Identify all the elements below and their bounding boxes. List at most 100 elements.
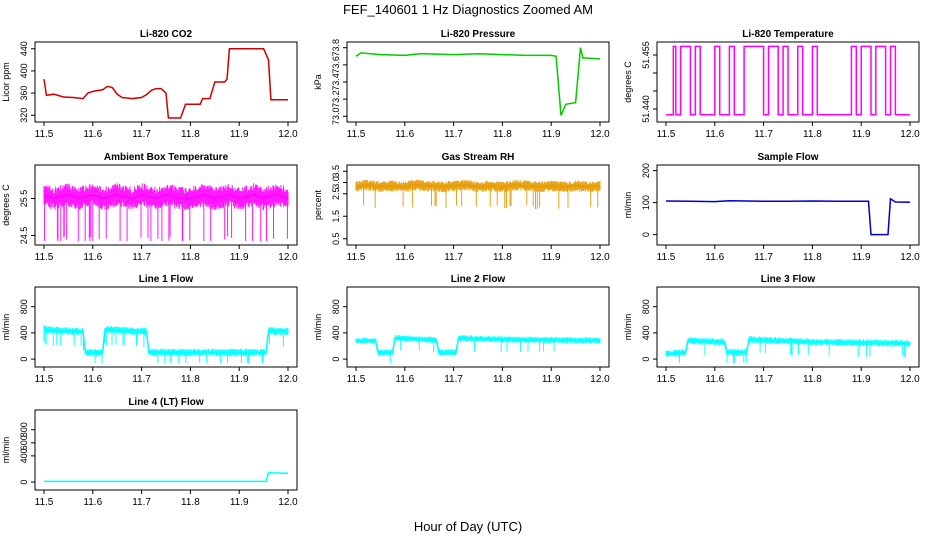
x-tick-label: 11.8: [803, 252, 822, 263]
y-tick-label: 800: [19, 299, 29, 314]
x-tick-label: 11.5: [35, 497, 54, 508]
panel-6: Sample Flow ml/min 11.5 11.6 11.7 11.8 11.9 12.…: [623, 152, 920, 263]
panel-title: Li-820 Temperature: [742, 29, 834, 40]
x-tick-label: 12.0: [900, 252, 920, 263]
panel-title: Sample Flow: [757, 152, 818, 163]
x-tick-label: 11.7: [444, 252, 463, 263]
x-tick-label: 11.6: [395, 252, 414, 263]
x-tick-label: 11.6: [705, 252, 724, 263]
x-tick-label: 11.7: [132, 497, 151, 508]
series-line: [43, 194, 289, 200]
panel-5: Gas Stream RH percent 11.5 11.6 11.7 11.8 11.9…: [313, 152, 610, 263]
y-tick-label: 0: [19, 480, 29, 485]
y-tick-label: 600: [19, 435, 29, 450]
x-tick-label: 11.9: [542, 252, 561, 263]
panel-10: Line 4 (LT) Flow ml/min 11.5 11.6 11.7 11.8 11…: [1, 397, 298, 508]
x-tick-label: 11.5: [347, 374, 366, 385]
panel-title: Li-820 Pressure: [441, 29, 516, 40]
y-tick-label: 1.5: [331, 210, 341, 223]
series-line: [43, 327, 289, 354]
x-tick-label: 12.0: [900, 129, 920, 140]
panel-title: Gas Stream RH: [442, 152, 515, 163]
y-tick-label: 320: [19, 108, 29, 123]
y-tick-label: 24.5: [19, 227, 29, 245]
plot-frame: [34, 409, 298, 491]
y-axis-label: ml/min: [623, 192, 633, 219]
y-tick-label: 200: [641, 163, 651, 178]
x-tick-label: 11.5: [347, 252, 366, 263]
y-axis-label: percent: [313, 189, 323, 220]
y-tick-label: 400: [641, 325, 651, 340]
x-tick-label: 11.8: [181, 497, 200, 508]
x-tick-label: 12.0: [590, 252, 610, 263]
y-tick-label: 0.5: [331, 232, 341, 245]
y-tick-label: 73.2: [331, 90, 341, 108]
series-line: [44, 471, 289, 483]
x-tick-label: 11.5: [35, 129, 54, 140]
series-line: [43, 48, 288, 119]
x-tick-label: 11.6: [395, 374, 414, 385]
series-line: [665, 338, 911, 355]
x-tick-label: 11.7: [132, 252, 151, 263]
y-tick-label: 73.0: [331, 108, 341, 126]
y-tick-label: 440: [19, 41, 29, 56]
x-tick-label: 11.7: [132, 374, 151, 385]
y-tick-label: 51.455: [641, 41, 651, 69]
x-tick-label: 12.0: [278, 129, 298, 140]
y-axis-label: ml/min: [1, 314, 11, 341]
x-tick-label: 11.6: [83, 374, 102, 385]
x-tick-label: 12.0: [278, 252, 298, 263]
y-tick-label: 100: [641, 195, 651, 210]
y-axis-label: ml/min: [623, 314, 633, 341]
x-tick-label: 11.8: [181, 374, 200, 385]
y-tick-label: 400: [19, 325, 29, 340]
x-tick-label: 12.0: [900, 374, 920, 385]
panel-title: Li-820 CO2: [140, 29, 193, 40]
panel-title: Line 1 Flow: [139, 274, 194, 285]
series-line: [355, 184, 601, 188]
y-tick-label: 360: [19, 86, 29, 101]
y-tick-label: 73.4: [331, 73, 341, 91]
x-tick-label: 12.0: [590, 129, 610, 140]
series-noise-band: [355, 179, 601, 210]
x-tick-label: 11.9: [852, 252, 871, 263]
figure-title: FEF_140601 1 Hz Diagnostics Zoomed AM: [343, 2, 593, 17]
x-tick-label: 11.7: [444, 129, 463, 140]
y-axis-label: ml/min: [1, 437, 11, 464]
x-tick-label: 11.5: [35, 252, 54, 263]
series-line: [666, 45, 910, 116]
x-tick-label: 11.9: [230, 129, 249, 140]
x-tick-label: 11.6: [83, 497, 102, 508]
panel-title: Line 4 (LT) Flow: [128, 397, 204, 408]
panel-title: Line 2 Flow: [451, 274, 506, 285]
y-tick-label: 400: [19, 448, 29, 463]
x-tick-label: 11.5: [35, 374, 54, 385]
panel-3: Li-820 Temperature degrees C 11.5 11.6 11.7 1…: [623, 29, 920, 140]
x-tick-label: 11.9: [230, 374, 249, 385]
y-tick-label: 400: [331, 325, 341, 340]
x-tick-label: 11.9: [542, 374, 561, 385]
x-tick-label: 11.5: [657, 252, 676, 263]
x-tick-label: 11.7: [132, 129, 151, 140]
x-tick-label: 11.8: [181, 252, 200, 263]
figure-xlabel: Hour of Day (UTC): [414, 519, 522, 534]
plot-frame: [34, 164, 298, 246]
x-tick-label: 11.8: [181, 129, 200, 140]
panel-9: Line 3 Flow ml/min 11.5 11.6 11.7 11.8 11.9 12.…: [623, 274, 920, 385]
y-axis-label: degrees C: [623, 61, 633, 103]
panel-title: Line 3 Flow: [761, 274, 816, 285]
panel-7: Line 1 Flow ml/min 11.5 11.6 11.7 11.8 11.9 12.…: [1, 274, 298, 385]
y-tick-label: 0: [641, 232, 651, 237]
y-tick-label: 800: [331, 299, 341, 314]
x-tick-label: 11.8: [493, 252, 512, 263]
x-tick-label: 11.7: [754, 374, 773, 385]
x-tick-label: 11.8: [493, 129, 512, 140]
y-axis-label: kPa: [313, 74, 323, 90]
y-tick-label: 51.440: [641, 95, 651, 123]
y-tick-label: 3.0: [331, 176, 341, 189]
x-tick-label: 11.9: [230, 497, 249, 508]
x-tick-label: 11.8: [803, 129, 822, 140]
series-noise-band: [665, 336, 911, 363]
y-tick-label: 0: [331, 357, 341, 362]
y-tick-label: 0: [641, 357, 651, 362]
